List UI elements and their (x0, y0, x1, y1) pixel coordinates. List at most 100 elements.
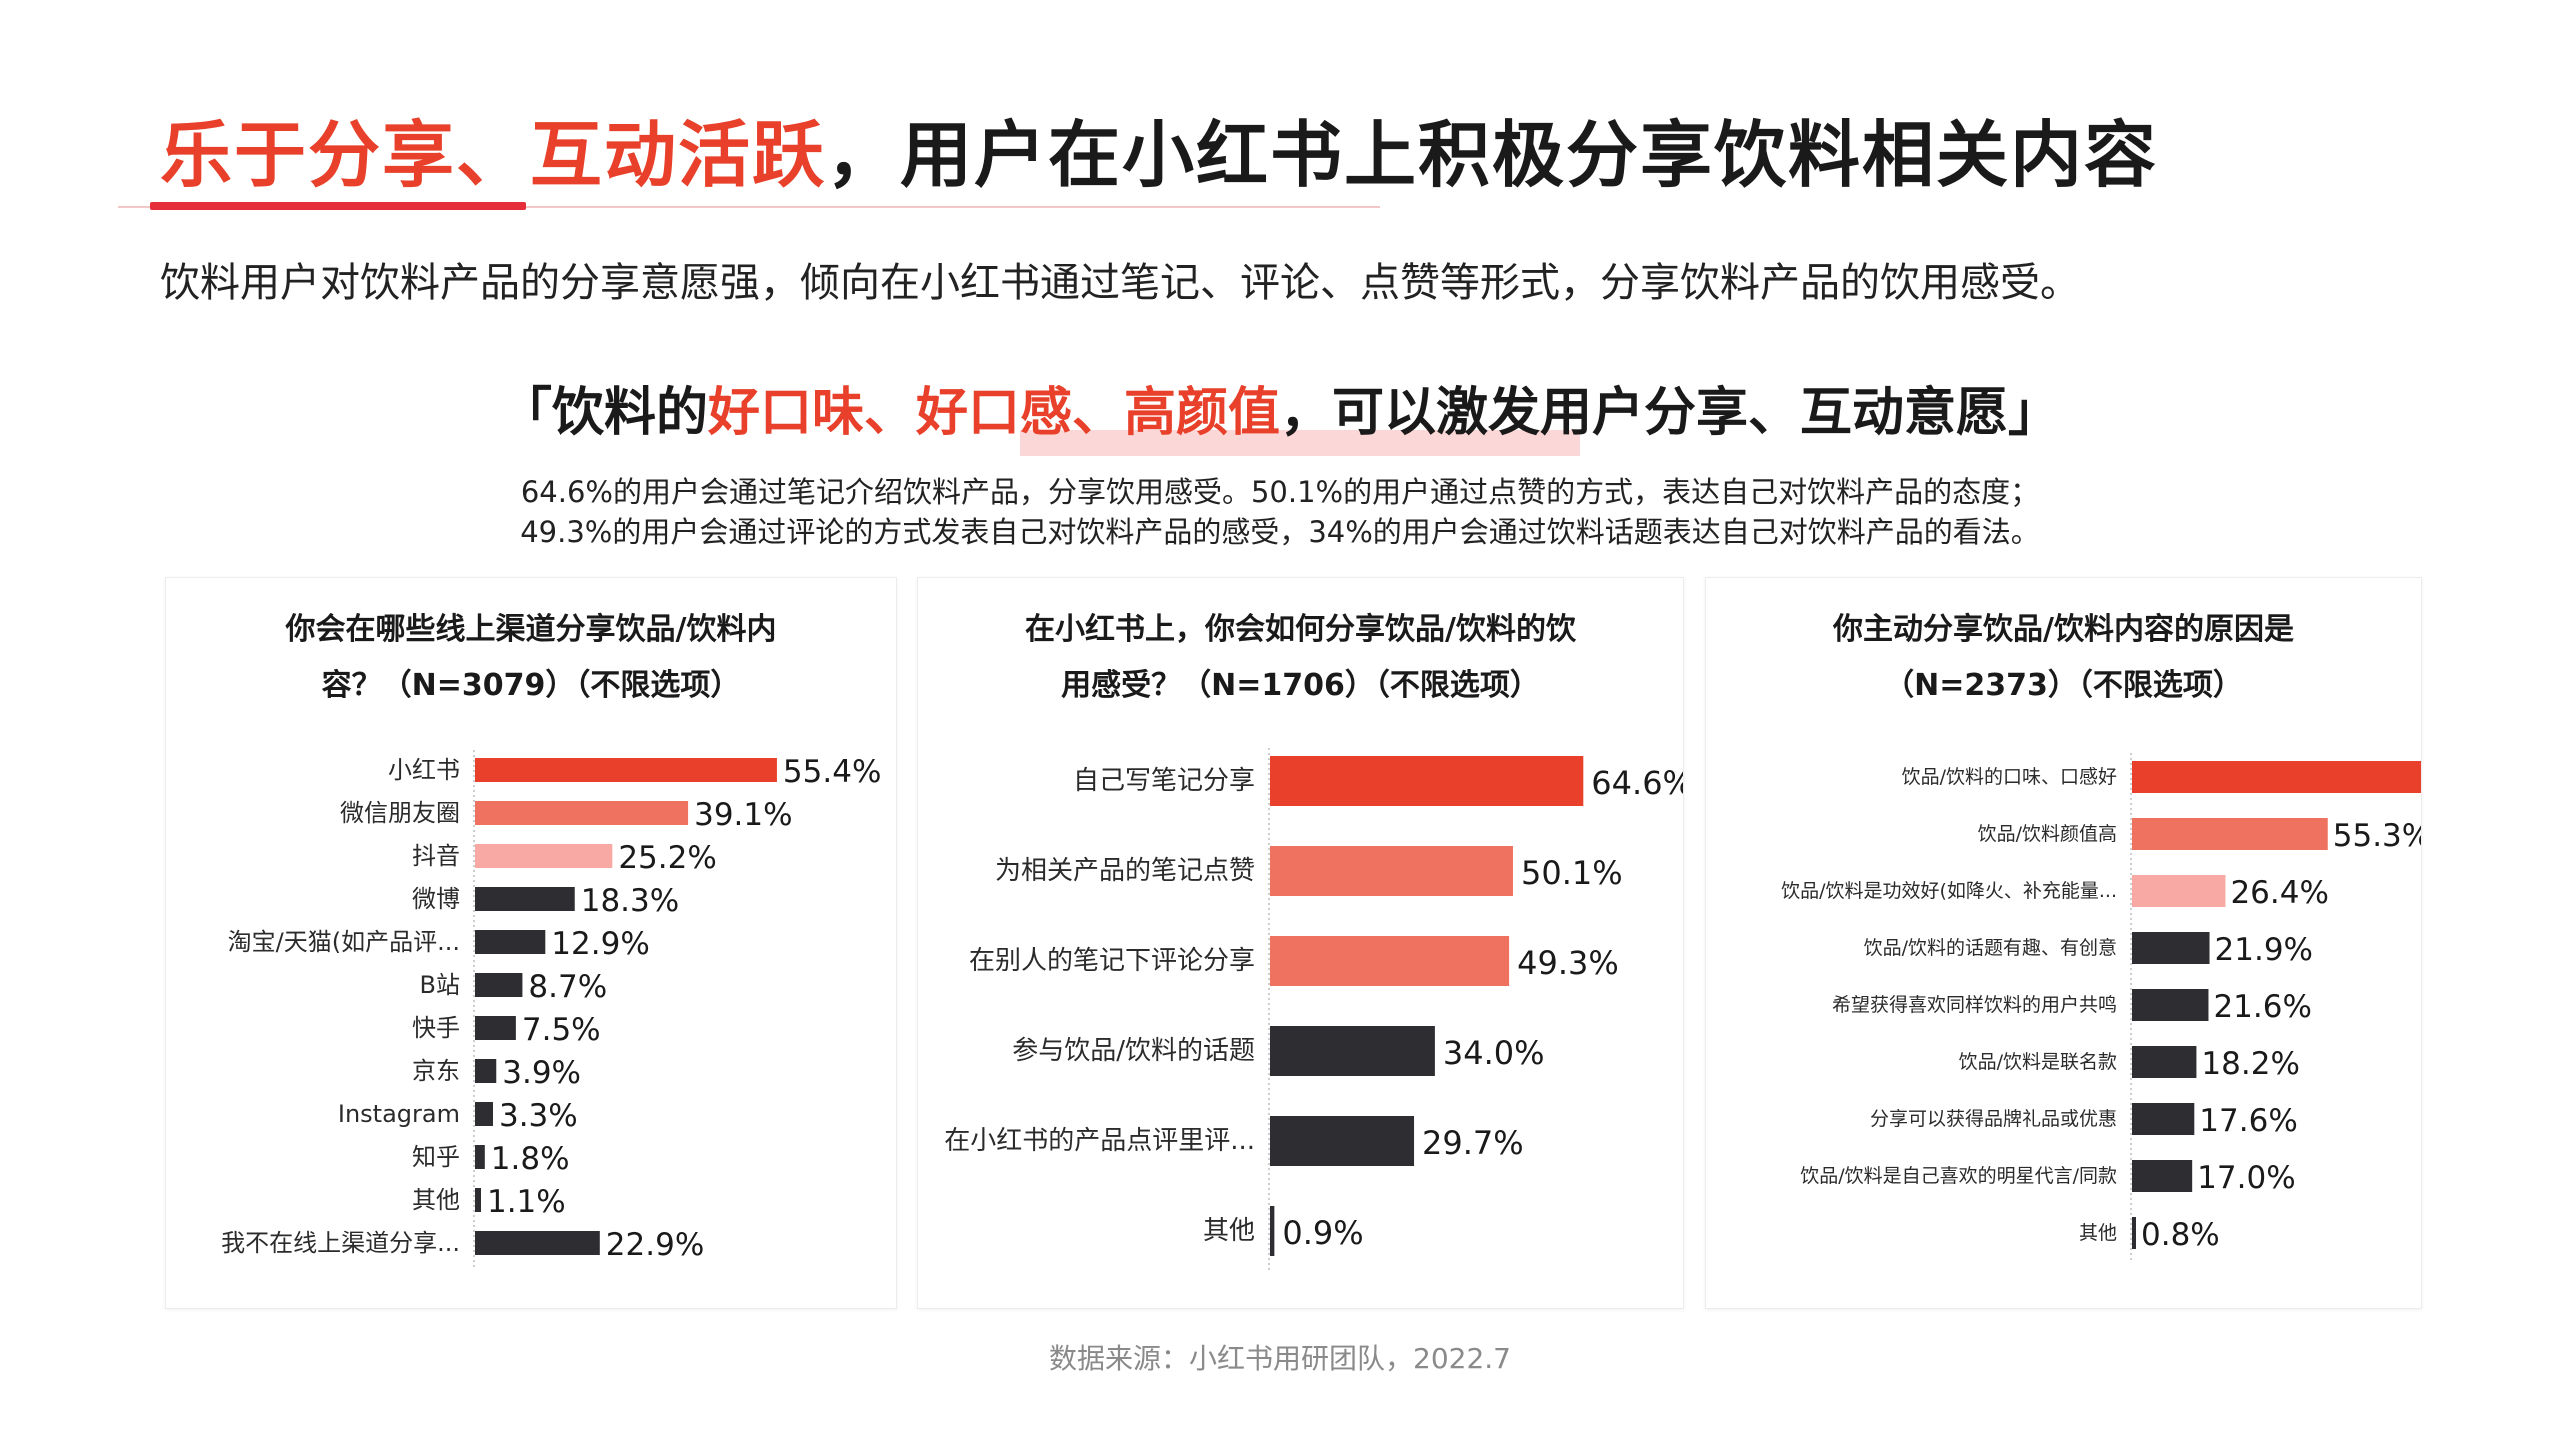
value-label: 12.9% (551, 926, 649, 962)
category-label: 自己写笔记分享 (1073, 766, 1255, 796)
value-label: 17.6% (2199, 1103, 2297, 1139)
bar (475, 758, 777, 782)
category-label: 饮品/饮料的口味、口感好 (1902, 766, 2117, 788)
category-label: 抖音 (412, 842, 460, 870)
bar (2132, 1160, 2193, 1192)
bar (2132, 989, 2209, 1021)
chart-title-line-2: 用感受？（N=1706）（不限选项） (1061, 668, 1540, 703)
category-label: 淘宝/天猫(如产品评... (228, 928, 460, 956)
category-label: 饮品/饮料颜值高 (1978, 823, 2117, 845)
bar (2132, 932, 2210, 964)
quote-highlight: 好口味、好口感、高颜值 (707, 383, 1280, 443)
bar-chart-share-methods: 自己写笔记分享 64.6% 为相关产品的笔记点赞 50.1% 在别人的笔记下评论分享 49… (944, 748, 1683, 1270)
bar (475, 1188, 481, 1212)
category-label: 参与饮品/饮料的话题 (1012, 1036, 1255, 1066)
value-label: 17.0% (2197, 1160, 2295, 1196)
bar (1270, 1206, 1275, 1256)
quote-open: 「饮料的 (499, 383, 708, 443)
category-label: 饮品/饮料是联名款 (1959, 1051, 2117, 1073)
bar (1270, 1026, 1435, 1076)
value-label: 39.1% (694, 797, 792, 833)
bar-chart-channels: 小红书 55.4% 微信朋友圈 39.1% 抖音 25.2% 微博 18.3% 淘宝/天猫(如产… (221, 750, 881, 1269)
bar (475, 1231, 600, 1255)
bar (475, 844, 613, 868)
value-label: 18.3% (581, 883, 679, 919)
chart-title-line-1: 在小红书上，你会如何分享饮品/饮料的饮 (1025, 612, 1576, 647)
title-accent-bar (150, 202, 526, 210)
bar (2132, 1046, 2197, 1078)
bar (2132, 1217, 2136, 1249)
bar (1270, 936, 1510, 986)
category-label: 我不在线上渠道分享... (221, 1229, 460, 1257)
title-underline (118, 206, 1380, 208)
category-label: 快手 (412, 1014, 460, 1042)
bar (2132, 761, 2421, 793)
chart-card-channels: 你会在哪些线上渠道分享饮品/饮料内 容？（N=3079）（不限选项） 小红书 55… (165, 577, 897, 1309)
category-label: 为相关产品的笔记点赞 (995, 856, 1255, 886)
category-label: 饮品/饮料是自己喜欢的明星代言/同款 (1800, 1165, 2117, 1187)
bar (1270, 1116, 1415, 1166)
bar (475, 930, 546, 954)
chart-card-share-methods: 在小红书上，你会如何分享饮品/饮料的饮 用感受？（N=1706）（不限选项） 自… (917, 577, 1684, 1309)
value-label: 1.1% (487, 1184, 566, 1220)
bar (475, 1145, 485, 1169)
bar (1270, 756, 1584, 806)
summary-line-1: 64.6%的用户会通过笔记介绍饮料产品，分享饮用感受。50.1%的用户通过点赞的… (520, 475, 2040, 509)
quote-highlight-marker (1020, 430, 1580, 456)
chart-card-share-reasons: 你主动分享饮品/饮料内容的原因是 （N=2373）（不限选项） 饮品/饮料的口味… (1705, 577, 2422, 1309)
category-label: 饮品/饮料的话题有趣、有创意 (1864, 937, 2117, 959)
value-label: 7.5% (522, 1012, 601, 1048)
category-label: B站 (420, 971, 460, 999)
quote-close: ，可以激发用户分享、互动意愿」 (1280, 383, 2061, 443)
value-label: 26.4% (2230, 875, 2328, 911)
bar (475, 973, 523, 997)
value-label: 22.9% (606, 1227, 704, 1263)
category-label: Instagram (338, 1100, 460, 1128)
category-label: 微信朋友圈 (340, 799, 460, 827)
value-label: 49.3% (1517, 944, 1619, 982)
category-label: 知乎 (412, 1143, 460, 1171)
category-label: 其他 (1203, 1216, 1255, 1246)
value-label: 8.7% (528, 969, 607, 1005)
category-label: 其他 (412, 1186, 460, 1214)
chart-title-line-1: 你主动分享饮品/饮料内容的原因是 (1833, 612, 2294, 647)
category-label: 微博 (412, 885, 460, 913)
category-label: 分享可以获得品牌礼品或优惠 (1870, 1108, 2117, 1130)
bar-chart-share-reasons: 饮品/饮料的口味、口感好84.7%饮品/饮料颜值高55.3%饮品/饮料是功效好(… (1781, 753, 2421, 1263)
chart-title: 你主动分享饮品/饮料内容的原因是 （N=2373）（不限选项） (1706, 602, 2421, 714)
chart-title: 你会在哪些线上渠道分享饮品/饮料内 容？（N=3079）（不限选项） (166, 602, 896, 714)
bar (2132, 818, 2328, 850)
value-label: 1.8% (491, 1141, 570, 1177)
bar (475, 887, 575, 911)
value-label: 3.3% (499, 1098, 578, 1134)
category-label: 其他 (2079, 1222, 2117, 1244)
bar (475, 1016, 516, 1040)
bar (2132, 875, 2226, 907)
bar (475, 1102, 493, 1126)
bar (475, 1059, 497, 1083)
chart-title: 在小红书上，你会如何分享饮品/饮料的饮 用感受？（N=1706）（不限选项） (918, 602, 1683, 714)
category-label: 饮品/饮料是功效好(如降火、补充能量... (1781, 880, 2117, 902)
key-quote: 「饮料的好口味、好口感、高颜值，可以激发用户分享、互动意愿」 (0, 370, 2560, 445)
value-label: 50.1% (1521, 854, 1623, 892)
category-label: 小红书 (388, 756, 460, 784)
value-label: 64.6% (1591, 764, 1683, 802)
category-label: 希望获得喜欢同样饮料的用户共鸣 (1832, 994, 2117, 1016)
value-label: 29.7% (1422, 1124, 1524, 1162)
category-label: 在别人的笔记下评论分享 (969, 946, 1255, 976)
bar (475, 801, 689, 825)
page-subtitle: 饮料用户对饮料产品的分享意愿强，倾向在小红书通过笔记、评论、点赞等形式，分享饮料… (160, 260, 2080, 306)
summary-text: 64.6%的用户会通过笔记介绍饮料产品，分享饮用感受。50.1%的用户通过点赞的… (0, 472, 2560, 552)
chart-title-line-2: （N=2373）（不限选项） (1884, 668, 2243, 703)
title-highlight: 乐于分享、互动活跃 (160, 113, 827, 197)
category-label: 京东 (412, 1057, 460, 1085)
page-title: 乐于分享、互动活跃，用户在小红书上积极分享饮料相关内容 (160, 96, 2158, 201)
chart-title-line-1: 你会在哪些线上渠道分享饮品/饮料内 (285, 612, 777, 647)
value-label: 21.9% (2215, 932, 2313, 968)
summary-line-2: 49.3%的用户会通过评论的方式发表自己对饮料产品的感受，34%的用户会通过饮料… (520, 515, 2040, 549)
title-rest: ，用户在小红书上积极分享饮料相关内容 (826, 113, 2159, 197)
value-label: 34.0% (1443, 1034, 1545, 1072)
value-label: 0.9% (1282, 1214, 1363, 1252)
value-label: 0.8% (2141, 1217, 2220, 1253)
value-label: 3.9% (502, 1055, 581, 1091)
